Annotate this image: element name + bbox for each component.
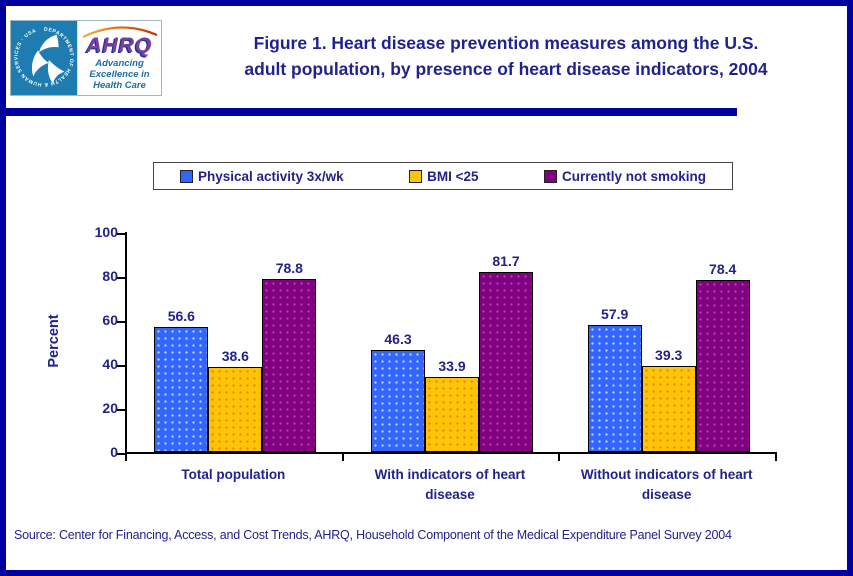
bar-value-label: 78.4	[709, 260, 737, 277]
x-category-label: Total population	[181, 467, 286, 482]
bar-value-label: 38.6	[221, 348, 249, 365]
bar-value-label: 46.3	[384, 331, 412, 348]
legend-label: BMI <25	[427, 168, 479, 184]
x-tick-mark	[125, 454, 127, 461]
y-axis-title: Percent	[46, 314, 62, 368]
bar	[641, 365, 696, 452]
bar-value-label: 39.3	[655, 346, 683, 363]
bar-value-label: 33.9	[438, 358, 466, 375]
y-tick-label: 0	[110, 444, 118, 460]
legend-item: BMI <25	[409, 169, 478, 184]
bar	[695, 279, 750, 452]
y-tick-mark	[117, 233, 125, 235]
bar-value-label: 57.9	[601, 305, 629, 322]
x-tick-mark	[775, 454, 777, 461]
y-tick-label: 80	[102, 268, 118, 284]
legend-swatch-icon	[180, 169, 193, 183]
chart-legend: Physical activity 3x/wk BMI <25 Currently …	[153, 162, 733, 190]
y-tick-label: 60	[102, 312, 118, 328]
x-category-label: With indicators of heart disease	[374, 467, 526, 502]
x-category-labels: Total population With indicators of heart…	[125, 465, 777, 505]
y-tick-label: 20	[102, 400, 118, 416]
bar-value-label: 56.6	[167, 308, 195, 325]
hhs-eagle-icon: DEPARTMENT OF HEALTH & HUMAN SERVICES · …	[14, 27, 75, 88]
figure-title-line2: adult population, by presence of heart d…	[244, 59, 768, 80]
legend-item: Physical activity 3x/wk	[180, 169, 344, 184]
x-axis-tick-marks	[125, 454, 777, 461]
y-axis-tick-labels: 0 20 40 60 80 100	[74, 224, 118, 460]
y-tick-mark	[117, 321, 125, 323]
x-tick-mark	[558, 454, 561, 461]
figure-title-line1: Figure 1. Heart disease prevention measu…	[253, 33, 759, 53]
y-tick-mark	[117, 409, 125, 411]
header-rule	[6, 108, 737, 116]
y-tick-mark	[117, 365, 125, 367]
plot-area: 56.6 38.6 78.8 46.3 33.9 81.7 57.9 39.3 78.4	[125, 232, 777, 454]
legend-swatch-icon	[543, 169, 557, 183]
bar-value-label: 78.8	[275, 259, 303, 276]
legend-label: Physical activity 3x/wk	[198, 168, 344, 184]
bar	[208, 367, 263, 452]
ahrq-logo: AHRQ Advancing Excellence in Health Care	[77, 21, 161, 95]
y-tick-mark	[117, 453, 125, 455]
bar	[425, 377, 479, 452]
bar	[262, 278, 317, 452]
legend-swatch-icon	[409, 169, 423, 183]
y-tick-label: 40	[102, 356, 118, 372]
x-category-label: Without indicators of heart disease	[580, 467, 753, 502]
ahrq-tagline: Advancing Excellence in Health Care	[89, 58, 150, 91]
y-axis-tick-marks	[117, 232, 125, 455]
bar	[154, 327, 209, 452]
hhs-ring-text: DEPARTMENT OF HEALTH & HUMAN SERVICES · …	[14, 27, 74, 88]
legend-item: Currently not smoking	[543, 168, 706, 184]
hhs-seal: DEPARTMENT OF HEALTH & HUMAN SERVICES · …	[11, 21, 77, 95]
figure-title: Figure 1. Heart disease prevention measu…	[171, 30, 841, 83]
x-tick-mark	[341, 454, 344, 461]
ahrq-hhs-logo: DEPARTMENT OF HEALTH & HUMAN SERVICES · …	[10, 20, 162, 96]
ahrq-wordmark: AHRQ	[86, 34, 153, 58]
svg-text:DEPARTMENT OF HEALTH & HUMAN S: DEPARTMENT OF HEALTH & HUMAN SERVICES · …	[14, 27, 75, 88]
bar	[587, 324, 642, 452]
y-tick-label: 100	[94, 224, 118, 240]
bar	[371, 350, 425, 452]
y-tick-mark	[117, 277, 125, 279]
source-note: Source: Center for Financing, Access, an…	[14, 528, 732, 542]
bar-value-label: 81.7	[492, 253, 520, 270]
bar	[479, 272, 533, 452]
ahrq-arc-icon	[82, 26, 157, 39]
legend-label: Currently not smoking	[561, 168, 706, 184]
